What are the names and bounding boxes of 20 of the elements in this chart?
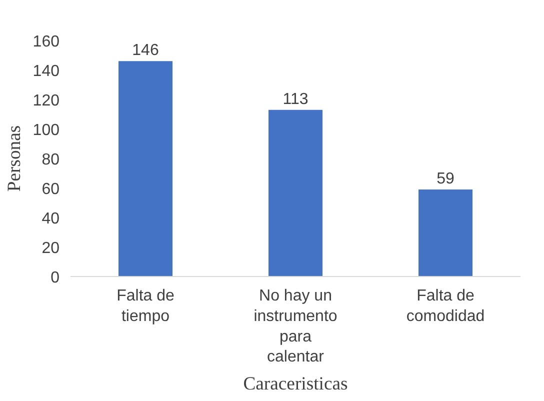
y-tick-label: 140: [32, 63, 60, 80]
x-tick-label: Falta de tiempo: [116, 288, 175, 325]
data-label: 113: [282, 90, 308, 108]
y-tick-label: 40: [42, 210, 60, 228]
bar: [118, 61, 172, 276]
x-tick-label: Falta de comodidad: [406, 288, 485, 325]
y-tick-label: 0: [50, 270, 60, 286]
data-label: 146: [132, 42, 159, 60]
x-axis-title: Caraceristicas: [243, 374, 348, 395]
bar: [268, 110, 322, 276]
y-tick-label: 20: [42, 240, 60, 257]
y-tick-label: 120: [32, 92, 60, 110]
bar: [418, 189, 472, 276]
y-tick-label: 80: [42, 152, 60, 168]
x-tick-label: No hay un instrumento para calentar: [254, 288, 338, 366]
data-label: 59: [436, 170, 454, 188]
y-tick-label: 160: [32, 34, 60, 50]
y-tick-label: 60: [42, 181, 60, 198]
y-tick-label: 100: [32, 122, 60, 139]
y-axis-title: Personas: [4, 125, 25, 192]
